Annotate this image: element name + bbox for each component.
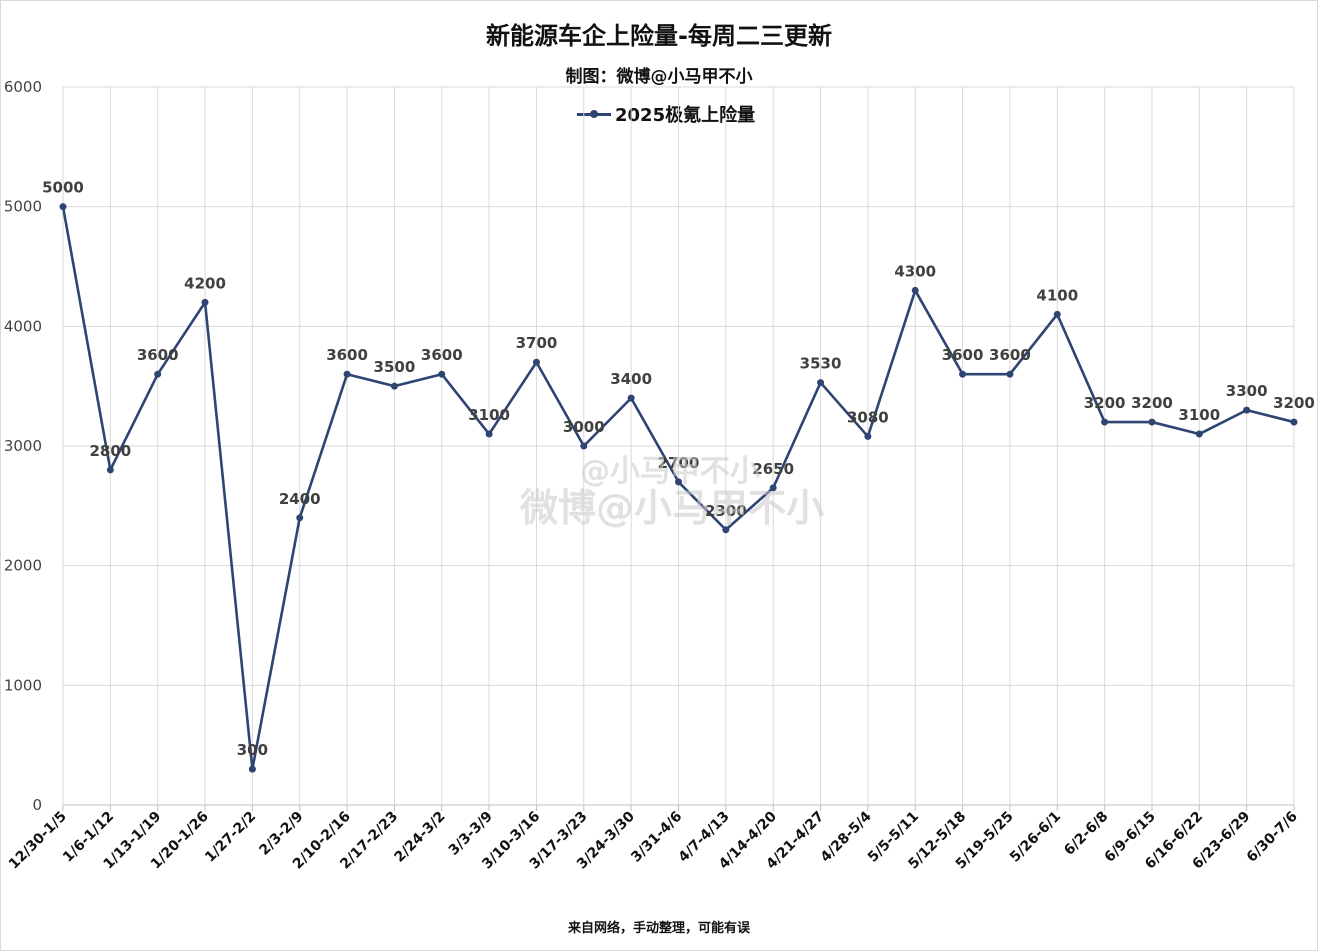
data-label: 4300 xyxy=(894,262,936,280)
data-point xyxy=(343,370,351,378)
data-point xyxy=(627,394,635,402)
y-tick-label: 5000 xyxy=(4,198,42,216)
data-point xyxy=(154,370,162,378)
data-point xyxy=(390,382,398,390)
data-point xyxy=(438,370,446,378)
data-label: 3500 xyxy=(374,358,416,376)
data-point xyxy=(532,358,540,366)
data-point xyxy=(1195,430,1203,438)
data-label: 3400 xyxy=(610,370,652,388)
data-point xyxy=(296,514,304,522)
data-point xyxy=(59,203,67,211)
data-point xyxy=(769,484,777,492)
data-label: 4100 xyxy=(1036,286,1078,304)
y-tick-label: 6000 xyxy=(4,78,42,96)
y-tick-label: 3000 xyxy=(4,437,42,455)
data-point xyxy=(1053,310,1061,318)
data-label: 3100 xyxy=(468,406,510,424)
x-tick-label: 12/30-1/5 xyxy=(6,809,70,873)
x-tick-label: 1/27-2/2 xyxy=(202,809,259,866)
data-point xyxy=(675,478,682,486)
data-label: 3200 xyxy=(1273,394,1315,412)
data-point xyxy=(722,526,730,534)
data-label: 2700 xyxy=(658,454,700,472)
data-label: 2400 xyxy=(279,490,321,508)
x-tick-label: 6/30-7/6 xyxy=(1244,809,1301,866)
data-label: 4200 xyxy=(184,274,226,292)
data-label: 2650 xyxy=(752,460,794,478)
data-label: 3530 xyxy=(800,355,842,373)
data-point xyxy=(1101,418,1109,426)
legend-line-marker-icon xyxy=(577,104,611,124)
data-point xyxy=(1290,418,1298,426)
data-point xyxy=(1243,406,1251,414)
data-label: 3080 xyxy=(847,408,889,426)
data-label: 3600 xyxy=(137,346,179,364)
data-point xyxy=(864,432,872,440)
x-tick-label: 3/31-4/6 xyxy=(628,809,685,866)
legend-label: 2025极氪上险量 xyxy=(615,105,756,126)
data-point xyxy=(485,430,493,438)
data-point xyxy=(106,466,114,474)
y-tick-label: 4000 xyxy=(4,317,42,335)
legend: 2025极氪上险量 xyxy=(577,101,755,127)
data-label: 3000 xyxy=(563,418,605,436)
data-label: 3200 xyxy=(1084,394,1126,412)
data-point xyxy=(1006,370,1014,378)
x-tick-label: 5/26-6/1 xyxy=(1007,809,1064,866)
data-point xyxy=(817,379,825,387)
x-tick-label: 2/24-3/2 xyxy=(391,809,448,866)
chart-subtitle: 制图：微博@小马甲不小 xyxy=(565,67,753,87)
data-point xyxy=(580,442,588,450)
data-label: 3300 xyxy=(1226,382,1268,400)
data-point xyxy=(201,298,209,306)
data-label: 3100 xyxy=(1178,406,1220,424)
data-point xyxy=(959,370,967,378)
data-label: 3600 xyxy=(989,346,1031,364)
data-label: 5000 xyxy=(42,179,84,197)
data-point xyxy=(248,765,256,773)
data-label: 2300 xyxy=(705,502,747,520)
data-label: 3200 xyxy=(1131,394,1173,412)
data-label: 3700 xyxy=(516,334,558,352)
footer-note: 来自网络，手动整理，可能有误 xyxy=(567,921,750,936)
data-label: 3600 xyxy=(326,346,368,364)
data-label: 300 xyxy=(237,741,268,759)
chart-title: 新能源车企上险量-每周二三更新 xyxy=(486,22,832,50)
y-tick-label: 2000 xyxy=(4,557,42,575)
y-tick-label: 0 xyxy=(32,796,42,814)
data-point xyxy=(911,286,919,294)
y-tick-label: 1000 xyxy=(4,676,42,694)
data-label: 3600 xyxy=(942,346,984,364)
data-point xyxy=(1148,418,1156,426)
data-label: 3600 xyxy=(421,346,463,364)
data-label: 2800 xyxy=(89,442,131,460)
